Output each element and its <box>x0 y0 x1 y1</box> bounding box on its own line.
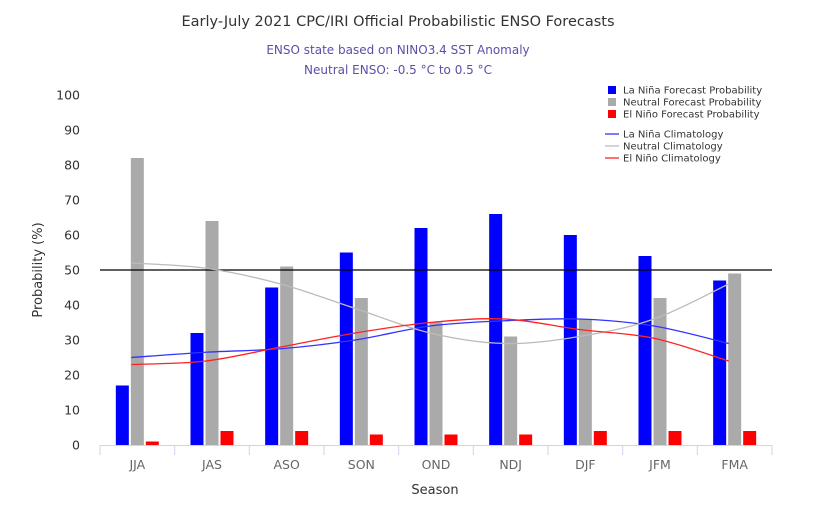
x-tick-label: JFM <box>648 457 671 472</box>
el-nino-forecast-probability-bar <box>220 431 234 445</box>
el-nino-forecast-probability-bar <box>295 431 309 445</box>
el-nino-forecast-probability-bar <box>145 441 159 445</box>
x-tick-label: OND <box>422 457 451 472</box>
el-nino-forecast-probability-bar <box>593 431 607 445</box>
neutral-forecast-probability-legend-label: Neutral Forecast Probability <box>623 98 762 109</box>
chart-subtitle-line-2: Neutral ENSO: -0.5 °C to 0.5 °C <box>304 63 492 77</box>
x-tick-label: JAS <box>201 457 222 472</box>
la-nina-forecast-probability-bar <box>339 252 353 445</box>
y-tick-label: 70 <box>64 193 80 208</box>
x-tick-label: ASO <box>274 457 300 472</box>
y-tick-label: 10 <box>64 403 80 418</box>
neutral-forecast-probability-bar <box>280 266 294 445</box>
x-tick-label: SON <box>348 457 375 472</box>
y-tick-label: 30 <box>64 333 80 348</box>
chart-title: Early-July 2021 CPC/IRI Official Probabi… <box>181 14 614 30</box>
el-nino-forecast-probability-bar <box>369 434 383 445</box>
el-nino-forecast-probability-bar <box>444 434 458 445</box>
la-nina-forecast-probability-bar <box>563 235 577 445</box>
la-nina-forecast-probability-bar <box>489 214 503 445</box>
la-nina-forecast-probability-bar <box>414 228 428 445</box>
y-axis-title: Probability (%) <box>31 222 46 317</box>
neutral-climatology-legend-label: Neutral Climatology <box>623 142 723 153</box>
neutral-forecast-probability-bar <box>728 273 742 445</box>
x-tick-label: NDJ <box>499 457 522 472</box>
x-axis-title: Season <box>411 483 458 498</box>
el-nino-forecast-probability-legend-label: El Niño Forecast Probability <box>623 110 760 121</box>
neutral-forecast-probability-bar <box>130 158 144 445</box>
neutral-climatology-line <box>131 262 729 345</box>
y-tick-label: 60 <box>64 228 80 243</box>
la-nina-forecast-probability-bar <box>190 333 204 445</box>
neutral-forecast-probability-bar <box>429 322 443 445</box>
la-nina-climatology-legend-label: La Niña Climatology <box>623 130 723 141</box>
neutral-forecast-probability-bar <box>205 221 219 445</box>
y-tick-label: 90 <box>64 123 80 138</box>
neutral-forecast-probability-bar <box>653 298 667 445</box>
la-nina-forecast-probability-legend-swatch <box>608 86 616 94</box>
neutral-forecast-probability-bar <box>578 319 592 445</box>
y-tick-label: 50 <box>64 263 80 278</box>
x-tick-label: FMA <box>721 457 748 472</box>
y-tick-label: 100 <box>56 88 80 103</box>
la-nina-climatology-line <box>131 318 729 359</box>
x-tick-label: JJA <box>128 457 145 472</box>
x-tick-label: DJF <box>575 457 596 472</box>
neutral-forecast-probability-bar <box>504 336 518 445</box>
la-nina-forecast-probability-bar <box>265 287 279 445</box>
y-tick-label: 80 <box>64 158 80 173</box>
el-nino-forecast-probability-legend-swatch <box>608 110 616 118</box>
el-nino-climatology-legend-label: El Niño Climatology <box>623 154 721 165</box>
el-nino-forecast-probability-bar <box>668 431 682 445</box>
y-tick-label: 40 <box>64 298 80 313</box>
neutral-forecast-probability-bar <box>354 298 368 445</box>
y-tick-label: 0 <box>72 438 80 453</box>
el-nino-forecast-probability-bar <box>519 434 533 445</box>
la-nina-forecast-probability-bar <box>713 280 727 445</box>
el-nino-climatology-line <box>131 318 729 366</box>
y-tick-label: 20 <box>64 368 80 383</box>
la-nina-forecast-probability-bar <box>115 385 129 445</box>
neutral-forecast-probability-legend-swatch <box>608 98 616 106</box>
chart-subtitle-line-1: ENSO state based on NINO3.4 SST Anomaly <box>266 43 529 57</box>
la-nina-forecast-probability-legend-label: La Niña Forecast Probability <box>623 86 762 97</box>
plot-area: 0 10 20 30 40 50 60 70 80 90 100 JJA JAS ASO SON OND NDJ… <box>56 88 773 472</box>
el-nino-forecast-probability-bar <box>743 431 757 445</box>
la-nina-forecast-probability-bar <box>638 256 652 445</box>
